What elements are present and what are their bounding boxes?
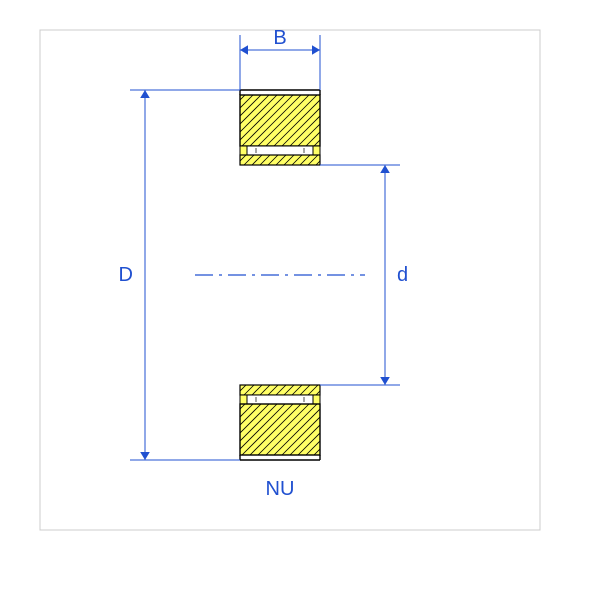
dimension-d-label: d <box>397 264 408 286</box>
type-label-nu: NU <box>266 478 295 500</box>
bearing-diagram: B Dd NU <box>0 0 600 600</box>
dimension-D-label: D <box>119 264 133 286</box>
dimension-b-label: B <box>273 27 286 49</box>
